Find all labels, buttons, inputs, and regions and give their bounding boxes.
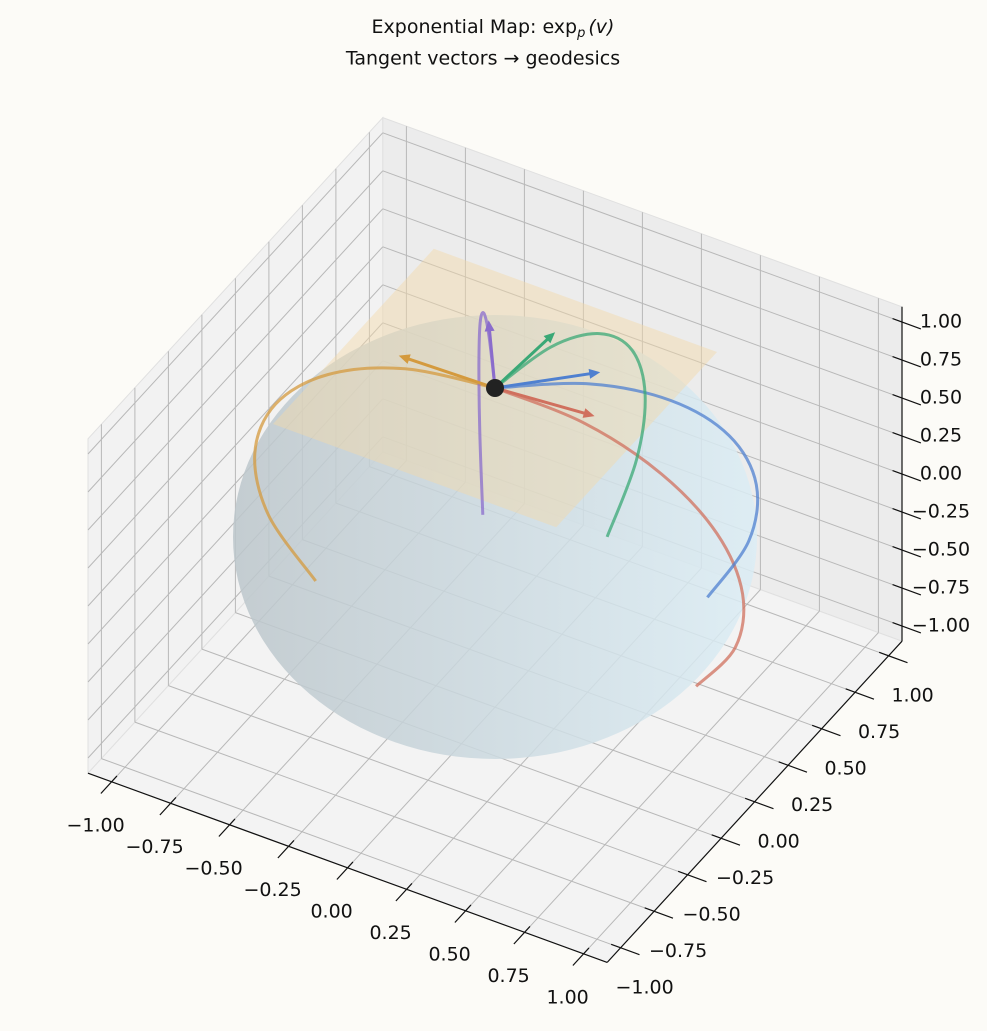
tick-mark (845, 688, 875, 700)
tangent-vector (494, 368, 601, 390)
tick-mark (218, 818, 236, 837)
tick-label: −0.25 (243, 879, 301, 901)
grid-line (87, 170, 384, 493)
tick-label: 0.50 (428, 943, 470, 965)
vector-shaft (487, 326, 497, 389)
tick-label: 0.50 (824, 757, 866, 779)
sphere (233, 315, 757, 759)
tick-label: 1.00 (920, 311, 962, 333)
tick-mark (513, 926, 531, 945)
tick-label: −0.25 (912, 501, 970, 523)
grid-line (87, 246, 384, 569)
grid-line (382, 132, 903, 323)
tick-label: −0.75 (125, 836, 183, 858)
title-arg: (v) (588, 16, 614, 38)
grid-line (87, 284, 384, 607)
tick-mark (277, 840, 295, 859)
plot-area: −1.00−0.75−0.50−0.250.000.250.500.751.00… (66, 116, 970, 1008)
vector-head (588, 368, 601, 379)
tick-label: −0.75 (649, 940, 707, 962)
tick-mark (892, 469, 922, 482)
tangent-vector (493, 332, 556, 390)
tick-label: −1.00 (912, 615, 970, 637)
tick-label: 0.00 (757, 830, 799, 852)
tick-mark (811, 724, 841, 737)
tick-label: −0.50 (682, 903, 740, 925)
vector-head (398, 354, 411, 364)
tick-mark (572, 947, 590, 966)
tick-mark (100, 775, 118, 794)
tick-label: 0.75 (487, 965, 529, 987)
vector-head (543, 332, 556, 344)
tick-label: 0.25 (369, 922, 411, 944)
tick-mark (892, 317, 922, 330)
tick-label: −0.75 (912, 577, 970, 599)
tick-mark (677, 870, 707, 883)
tick-label: 0.75 (858, 721, 900, 743)
grid-line (87, 132, 384, 455)
vector-head (582, 408, 595, 418)
tick-mark (644, 907, 674, 919)
tick-label: 0.75 (920, 349, 962, 371)
geodesic (494, 386, 746, 688)
tick-mark (892, 431, 922, 444)
geodesic (253, 366, 496, 582)
vector-shaft (494, 371, 595, 390)
tick-mark (892, 583, 922, 596)
tangent-vector (484, 320, 497, 389)
tick-label: 0.25 (920, 425, 962, 447)
grid-line (382, 170, 903, 361)
vector-shaft (403, 356, 496, 390)
tick-label: −0.50 (184, 857, 242, 879)
tick-label: −0.50 (912, 539, 970, 561)
tick-mark (892, 393, 922, 406)
grid-line (87, 208, 384, 531)
tick-mark (454, 904, 472, 923)
tick-label: 1.00 (891, 684, 933, 706)
tick-label: 0.00 (310, 900, 352, 922)
grid-line (382, 246, 903, 437)
tick-label: 0.50 (920, 387, 962, 409)
tick-mark (744, 797, 774, 810)
tick-mark (610, 943, 640, 956)
grid-line (101, 758, 621, 949)
tick-mark (892, 355, 922, 368)
tick-mark (878, 651, 908, 664)
tick-mark (892, 545, 922, 558)
vector-head (484, 320, 495, 332)
tangent-vector (398, 354, 496, 390)
title-subscript: p (576, 26, 585, 41)
chart-subtitle: Tangent vectors → geodesics (345, 48, 620, 70)
vector-shaft (493, 335, 552, 390)
tick-mark (395, 883, 413, 902)
tick-label: 0.00 (920, 463, 962, 485)
tick-mark (711, 834, 741, 846)
tick-label: −0.25 (716, 867, 774, 889)
chart-title: Exponential Map: expp (v) (372, 16, 615, 41)
geodesic (494, 332, 647, 538)
vector-shaft (494, 386, 590, 416)
title-main: Exponential Map: exp (372, 16, 578, 38)
tick-mark (778, 761, 808, 773)
tick-label: −1.00 (66, 814, 124, 836)
grid-line (382, 208, 903, 399)
tick-mark (892, 507, 922, 520)
tick-mark (892, 621, 922, 634)
grid-line (134, 721, 655, 912)
tick-label: 1.00 (546, 986, 588, 1008)
tick-label: −1.00 (615, 976, 673, 998)
tick-mark (336, 861, 354, 880)
tick-mark (159, 797, 177, 816)
grid-line (168, 685, 688, 876)
tangent-vector (494, 386, 595, 418)
geodesic (494, 381, 760, 599)
base-point (486, 379, 504, 397)
tick-label: 0.25 (791, 794, 833, 816)
